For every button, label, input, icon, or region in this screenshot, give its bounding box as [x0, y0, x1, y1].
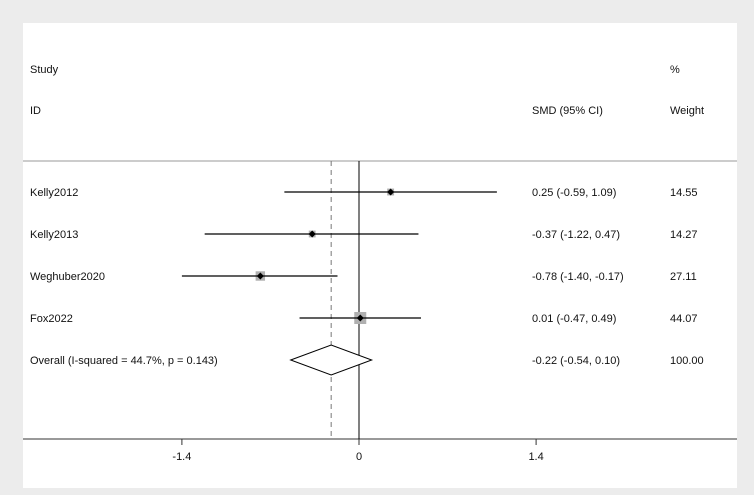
header-id-label: ID [30, 105, 41, 117]
weight-text-weghuber2020: 27.11 [670, 271, 697, 283]
overall-label: Overall (I-squared = 44.7%, p = 0.143) [30, 355, 218, 367]
x-tick-label-neg1-4: -1.4 [172, 451, 191, 463]
weight-text-kelly2013: 14.27 [670, 229, 698, 241]
study-label-weghuber2020: Weghuber2020 [30, 271, 105, 283]
weight-text-kelly2012: 14.55 [670, 187, 698, 199]
ci-text-weghuber2020: -0.78 (-1.40, -0.17) [532, 271, 624, 283]
x-tick-label-1-4: 1.4 [528, 451, 543, 463]
header-percent-label: % [670, 64, 680, 76]
header-ci-label: SMD (95% CI) [532, 105, 603, 117]
ci-text-fox2022: 0.01 (-0.47, 0.49) [532, 313, 616, 325]
point-estimate-kelly2012 [387, 188, 395, 196]
x-tick-label-0: 0 [356, 451, 362, 463]
point-estimate-weghuber2020 [256, 272, 264, 280]
forest-plot-panel: Study ID SMD (95% CI) % Weight Kelly2012… [23, 23, 737, 488]
overall-ci-text: -0.22 (-0.54, 0.10) [532, 355, 620, 367]
study-label-kelly2012: Kelly2012 [30, 187, 78, 199]
overall-weight-text: 100.00 [670, 355, 704, 367]
ci-text-kelly2013: -0.37 (-1.22, 0.47) [532, 229, 620, 241]
header-study-label: Study [30, 64, 59, 76]
forest-plot: Study ID SMD (95% CI) % Weight Kelly2012… [23, 64, 737, 463]
study-label-kelly2013: Kelly2013 [30, 229, 78, 241]
overall-diamond [289, 344, 374, 376]
point-estimate-fox2022 [356, 314, 364, 322]
header-weight-label: Weight [670, 105, 704, 117]
study-label-fox2022: Fox2022 [30, 313, 73, 325]
weight-text-fox2022: 44.07 [670, 313, 698, 325]
point-estimate-kelly2013 [308, 230, 316, 238]
ci-text-kelly2012: 0.25 (-0.59, 1.09) [532, 187, 616, 199]
